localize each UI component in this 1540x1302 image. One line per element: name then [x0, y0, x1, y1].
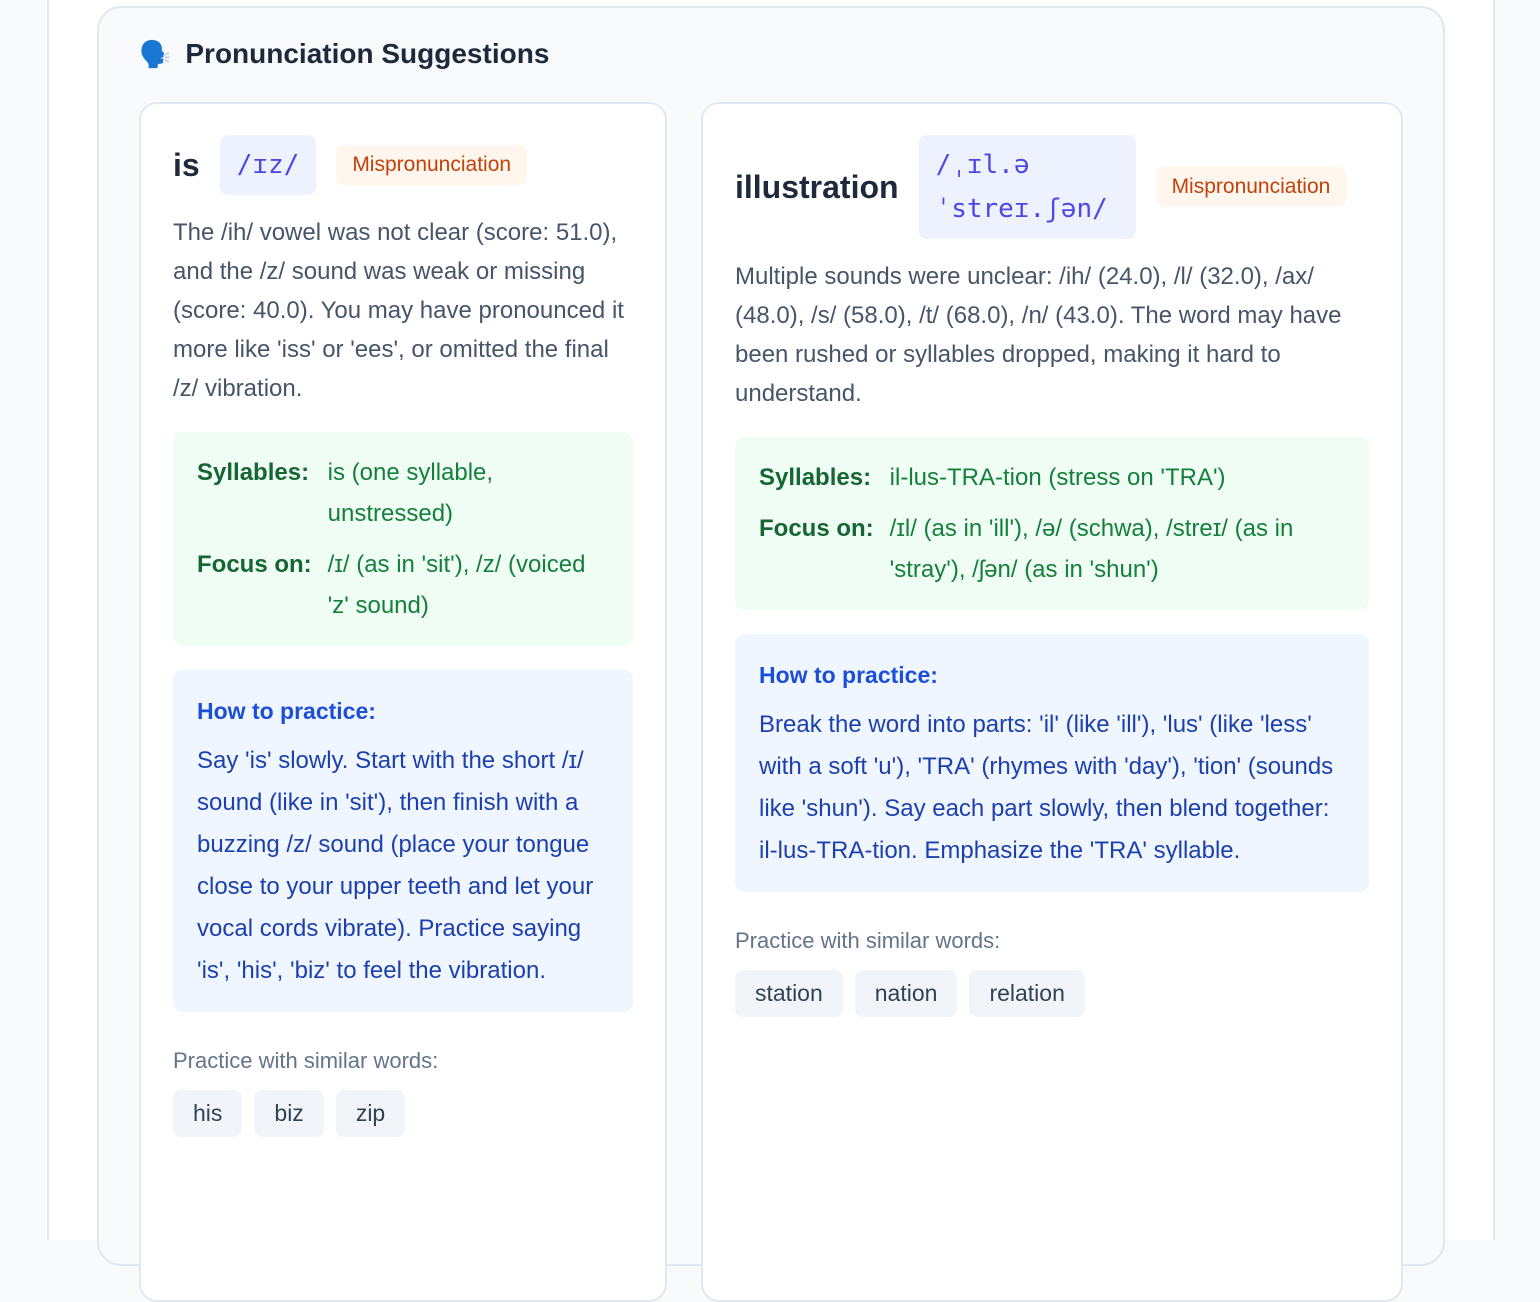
card-header: is /ɪz/ Mispronunciation	[173, 135, 633, 195]
similar-word-chip[interactable]: his	[173, 1090, 243, 1137]
similar-word-chip[interactable]: station	[735, 970, 843, 1017]
speaking-head-icon: 🗣️	[139, 38, 172, 69]
status-badge: Mispronunciation	[1155, 167, 1347, 207]
syllables-label: Syllables:	[759, 464, 872, 491]
word: is	[173, 146, 200, 183]
focus-value: /ɪl/ (as in 'ill'), /ə/ (schwa), /streɪ/…	[889, 515, 1294, 583]
syllable-info: Syllables: is (one syllable, unstressed)…	[173, 432, 633, 646]
suggestion-card: is /ɪz/ Mispronunciation The /ih/ vowel …	[139, 102, 667, 1302]
similar-word-chip[interactable]: relation	[969, 970, 1085, 1017]
syllables-label: Syllables:	[197, 459, 310, 486]
practice-box: How to practice: Break the word into par…	[735, 634, 1369, 892]
focus-label: Focus on:	[759, 515, 874, 542]
ipa-transcription: /ɪz/	[219, 135, 317, 195]
similar-words-label: Practice with similar words:	[735, 928, 1001, 953]
suggestion-card: illustration /ˌɪl.ə ˈstreɪ.ʃən/ Mispronu…	[701, 102, 1403, 1302]
similar-words: his biz zip	[173, 1090, 633, 1137]
card-header: illustration /ˌɪl.ə ˈstreɪ.ʃən/ Mispronu…	[735, 135, 1369, 239]
status-badge: Mispronunciation	[336, 145, 528, 185]
description: Multiple sounds were unclear: /ih/ (24.0…	[735, 263, 1342, 407]
focus-label: Focus on:	[197, 551, 312, 578]
similar-words-label: Practice with similar words:	[173, 1048, 439, 1073]
syllable-info: Syllables: il-lus-TRA-tion (stress on 'T…	[735, 437, 1369, 610]
practice-text: Break the word into parts: 'il' (like 'i…	[759, 711, 1334, 864]
description: The /ih/ vowel was not clear (score: 51.…	[173, 219, 624, 402]
ipa-transcription: /ˌɪl.ə ˈstreɪ.ʃən/	[918, 135, 1136, 239]
practice-heading: How to practice:	[197, 698, 376, 724]
syllables-value: il-lus-TRA-tion (stress on 'TRA')	[889, 464, 1226, 491]
similar-word-chip[interactable]: nation	[854, 970, 958, 1017]
practice-box: How to practice: Say 'is' slowly. Start …	[173, 670, 633, 1012]
similar-words: station nation relation	[735, 970, 1369, 1017]
similar-word-chip[interactable]: zip	[335, 1090, 406, 1137]
syllables-value: is (one syllable, unstressed)	[327, 459, 494, 527]
word: illustration	[735, 168, 899, 205]
practice-text: Say 'is' slowly. Start with the short /ɪ…	[197, 747, 594, 984]
section-title-text: Pronunciation Suggestions	[185, 38, 550, 69]
practice-heading: How to practice:	[759, 662, 938, 688]
section-title: 🗣️ Pronunciation Suggestions	[139, 38, 549, 70]
similar-word-chip[interactable]: biz	[254, 1090, 324, 1137]
focus-value: /ɪ/ (as in 'sit'), /z/ (voiced 'z' sound…	[327, 551, 586, 619]
